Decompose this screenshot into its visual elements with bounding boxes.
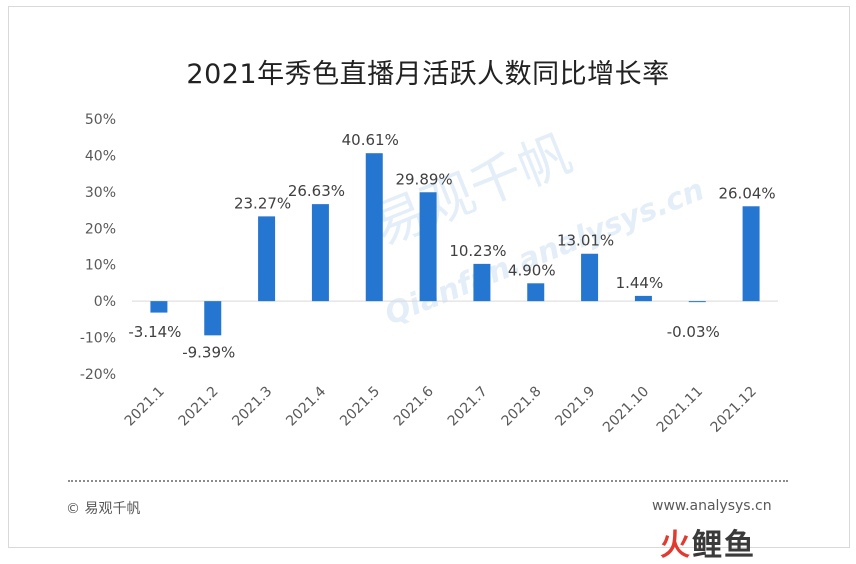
site-url: www.analysys.cn [652, 498, 772, 514]
x-tick-label: 2021.9 [552, 384, 598, 430]
bar-chart: 50% 40% 30% 20% 10% 0% -10% -20% -3.14% 2021.1 -9.… [80, 112, 778, 436]
data-label: -9.39% [182, 343, 235, 361]
y-tick-label: 40% [85, 148, 116, 164]
x-tick-label: 2021.6 [391, 383, 437, 429]
x-tick-label: 2021.10 [600, 384, 652, 436]
x-tick-label: 2021.8 [499, 384, 545, 430]
data-label: 4.90% [508, 261, 556, 279]
data-label: 10.23% [449, 242, 506, 260]
bar [258, 216, 276, 302]
data-label: 26.63% [288, 182, 345, 200]
footer-divider [68, 480, 788, 482]
y-tick-label: 30% [85, 185, 116, 201]
bar [634, 295, 652, 302]
x-tick-label: 2021.11 [654, 384, 706, 436]
x-tick-label: 2021.2 [176, 384, 222, 430]
x-tick-label: 2021.3 [229, 384, 275, 430]
data-label: 23.27% [234, 194, 291, 212]
bar [419, 192, 437, 302]
brand-watermark-part2: 鲤鱼 [692, 528, 756, 563]
data-label: 40.61% [342, 131, 399, 149]
x-tick-label: 2021.12 [708, 384, 760, 436]
brand-watermark-part1: 火 [660, 528, 692, 563]
y-tick-label: 20% [85, 221, 116, 237]
copyright-text: © 易观千帆 [66, 501, 141, 517]
x-tick-label: 2021.1 [122, 384, 168, 430]
brand-watermark-logo: 火鲤鱼 [660, 520, 756, 564]
x-tick-label: 2021.4 [283, 383, 329, 429]
bar [527, 283, 545, 302]
bar [150, 301, 168, 313]
bar [742, 206, 760, 302]
bar [581, 253, 599, 302]
chart-title: 2021年秀色直播月活跃人数同比增长率 [186, 59, 670, 90]
data-label: 1.44% [616, 274, 664, 292]
bar [204, 301, 222, 336]
bar [473, 263, 491, 302]
bar [311, 204, 329, 302]
data-label: 13.01% [557, 232, 614, 250]
data-label: -3.14% [128, 323, 181, 341]
y-tick-label: 10% [85, 258, 116, 274]
y-tick-label: -20% [80, 367, 116, 383]
bar [688, 301, 706, 303]
data-label: 29.89% [395, 170, 452, 188]
x-tick-label: 2021.5 [337, 384, 383, 430]
data-label: 26.04% [718, 184, 775, 202]
y-tick-label: 0% [94, 294, 116, 310]
data-label: -0.03% [667, 323, 720, 341]
x-tick-label: 2021.7 [445, 384, 491, 430]
y-tick-label: -10% [80, 331, 116, 347]
y-tick-label: 50% [85, 112, 116, 128]
bar [365, 153, 383, 302]
